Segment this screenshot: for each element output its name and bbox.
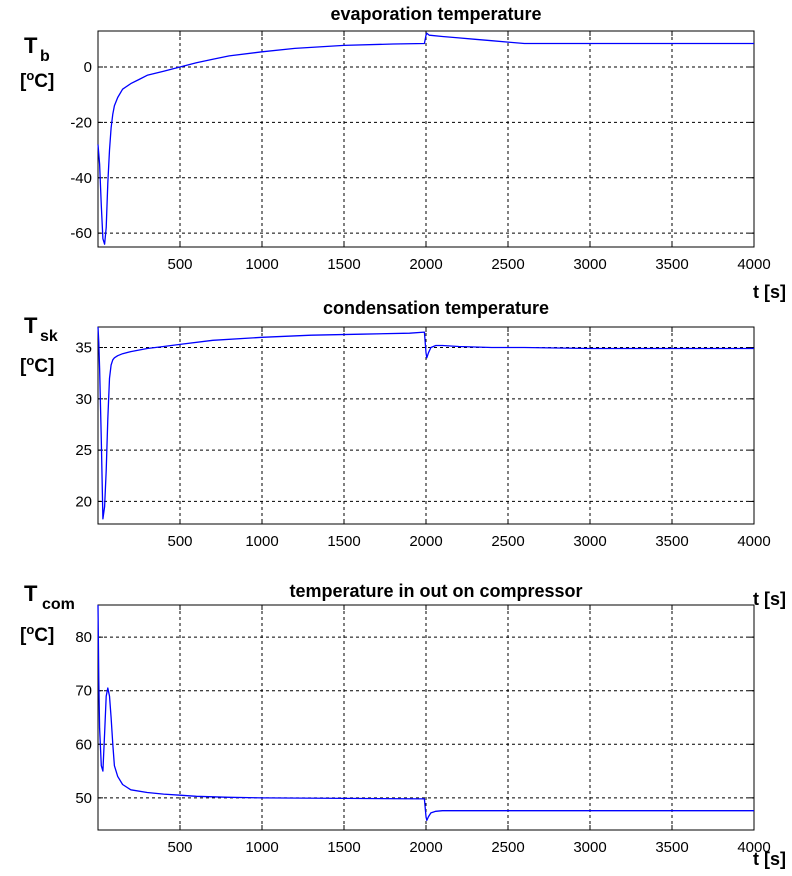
chart-panel-1: 500 1000 1500 2000 2500 3000 3500 4000 -60 -40 -20… <box>20 4 786 302</box>
x-axis-label: t [s] <box>753 282 786 302</box>
unit-bracket: [ <box>20 71 27 92</box>
x-axis-label: t [s] <box>753 849 786 869</box>
unit-bracket: [ <box>20 356 27 377</box>
x-tick-label: 500 <box>167 839 192 856</box>
x-tick-label: 3000 <box>573 839 606 856</box>
unit-celsius: C] <box>34 625 54 646</box>
chart-title: temperature in out on compressor <box>289 581 582 601</box>
x-tick-label: 500 <box>167 533 192 550</box>
x-tick-label: 2500 <box>491 256 524 273</box>
x-tick-label: 2000 <box>409 256 442 273</box>
y-tick-label: 35 <box>75 340 92 357</box>
y-tick-label: 25 <box>75 442 92 459</box>
x-tick-label: 3500 <box>655 533 688 550</box>
x-tick-label: 3000 <box>573 533 606 550</box>
y-tick-label: 50 <box>75 790 92 807</box>
x-tick-label: 3500 <box>655 839 688 856</box>
unit-degree-sup: o <box>26 622 34 637</box>
y-axis-unit: [oC] <box>20 68 54 92</box>
y-axis-unit: [oC] <box>20 622 54 646</box>
y-axis-label-subscript: com <box>42 596 75 613</box>
y-tick-label: -20 <box>70 114 92 131</box>
x-tick-label: 3500 <box>655 256 688 273</box>
y-axis-unit: [oC] <box>20 353 54 377</box>
chart-panel-2: 500 1000 1500 2000 2500 3000 3500 4000 20 25 30 35 c… <box>20 298 786 609</box>
unit-bracket: [ <box>20 625 27 646</box>
unit-degree-sup: o <box>26 68 34 83</box>
x-tick-label: 2500 <box>491 533 524 550</box>
x-tick-label: 2000 <box>409 533 442 550</box>
series-line <box>97 32 754 245</box>
y-tick-label: 30 <box>75 391 92 408</box>
y-tick-label: -60 <box>70 225 92 242</box>
series-line <box>97 604 754 822</box>
y-tick-label: 60 <box>75 736 92 753</box>
x-tick-label: 1500 <box>327 839 360 856</box>
x-tick-label: 4000 <box>737 839 770 856</box>
y-axis-label-main: T <box>24 33 38 58</box>
x-tick-label: 1500 <box>327 256 360 273</box>
y-tick-label: 70 <box>75 683 92 700</box>
chart-title: condensation temperature <box>323 298 549 318</box>
y-axis-label-main: T <box>24 581 38 606</box>
y-axis-label-main: T <box>24 313 38 338</box>
x-tick-label: 2000 <box>409 839 442 856</box>
x-tick-label: 1000 <box>245 533 278 550</box>
x-tick-label: 1000 <box>245 256 278 273</box>
x-tick-label: 4000 <box>737 533 770 550</box>
unit-degree-sup: o <box>26 353 34 368</box>
x-tick-label: 2500 <box>491 839 524 856</box>
y-tick-label: 0 <box>84 59 92 76</box>
y-tick-label: 20 <box>75 493 92 510</box>
y-axis-label-subscript: b <box>40 48 50 65</box>
y-tick-label: -40 <box>70 170 92 187</box>
x-tick-label: 500 <box>167 256 192 273</box>
y-axis-label-subscript: sk <box>40 328 58 345</box>
chart-panel-3: 500 1000 1500 2000 2500 3000 3500 4000 50 60 70 80 t… <box>20 581 786 869</box>
x-tick-label: 1000 <box>245 839 278 856</box>
unit-celsius: C] <box>34 71 54 92</box>
series-line <box>97 326 754 520</box>
y-tick-label: 80 <box>75 629 92 646</box>
x-tick-label: 4000 <box>737 256 770 273</box>
x-axis-label: t [s] <box>753 589 786 609</box>
chart-title: evaporation temperature <box>330 4 541 24</box>
x-tick-label: 3000 <box>573 256 606 273</box>
unit-celsius: C] <box>34 356 54 377</box>
x-tick-label: 1500 <box>327 533 360 550</box>
